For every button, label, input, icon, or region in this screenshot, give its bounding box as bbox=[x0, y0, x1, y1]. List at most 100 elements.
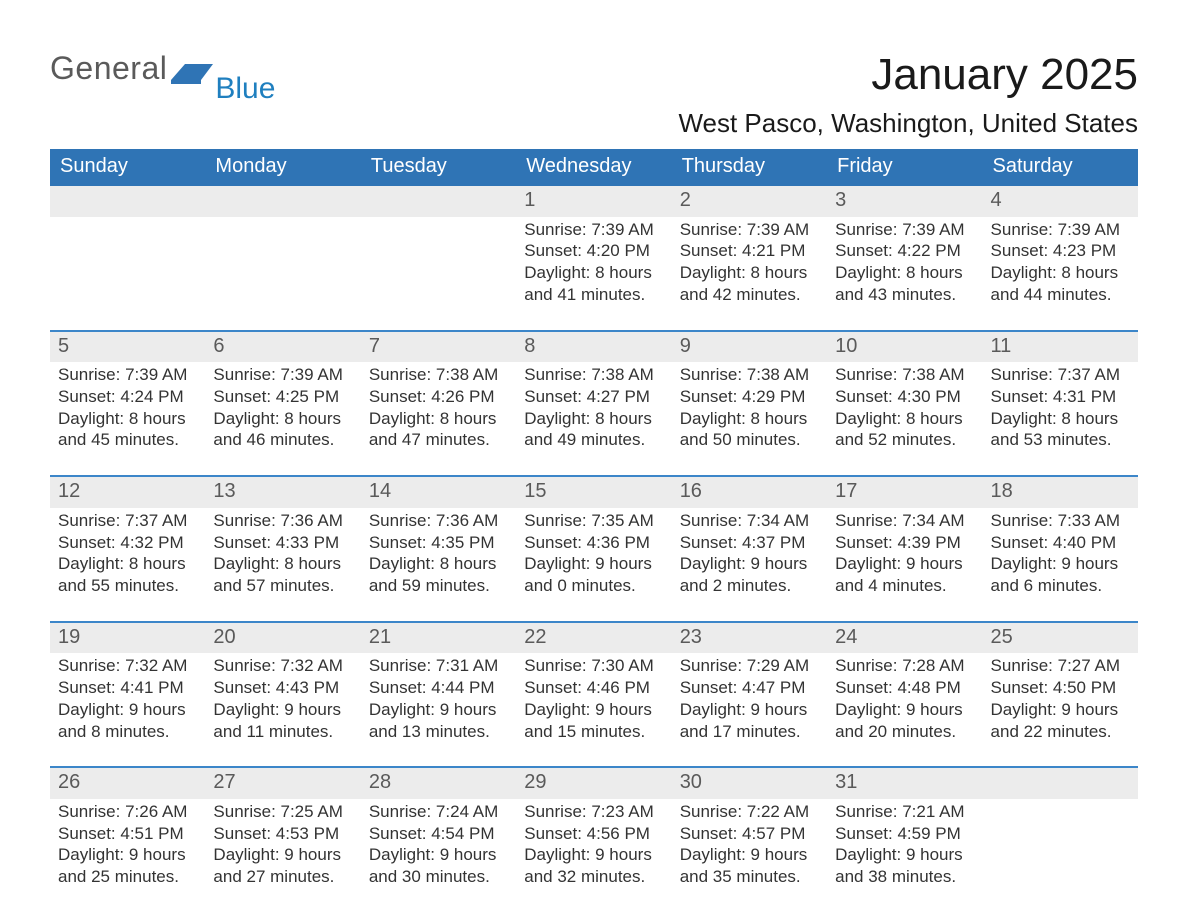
day-number: 2 bbox=[672, 186, 827, 217]
calendar-day-cell: 12Sunrise: 7:37 AMSunset: 4:32 PMDayligh… bbox=[50, 476, 205, 622]
sunset-line: Sunset: 4:48 PM bbox=[835, 677, 974, 699]
sunset-line: Sunset: 4:23 PM bbox=[991, 240, 1130, 262]
sunset-line: Sunset: 4:35 PM bbox=[369, 532, 508, 554]
calendar-day-cell: 2Sunrise: 7:39 AMSunset: 4:21 PMDaylight… bbox=[672, 186, 827, 331]
day-body: Sunrise: 7:33 AMSunset: 4:40 PMDaylight:… bbox=[983, 508, 1138, 621]
daylight-line: Daylight: 9 hours and 0 minutes. bbox=[524, 553, 663, 597]
daylight-line: Daylight: 9 hours and 11 minutes. bbox=[213, 699, 352, 743]
day-number: 8 bbox=[516, 332, 671, 363]
brand-word2: Blue bbox=[215, 72, 275, 106]
calendar-day-cell: 11Sunrise: 7:37 AMSunset: 4:31 PMDayligh… bbox=[983, 331, 1138, 477]
weekday-header: Saturday bbox=[983, 149, 1138, 186]
day-number: 3 bbox=[827, 186, 982, 217]
sunset-line: Sunset: 4:25 PM bbox=[213, 386, 352, 408]
location-subtitle: West Pasco, Washington, United States bbox=[678, 108, 1138, 139]
calendar-day-cell: 3Sunrise: 7:39 AMSunset: 4:22 PMDaylight… bbox=[827, 186, 982, 331]
daylight-line: Daylight: 9 hours and 6 minutes. bbox=[991, 553, 1130, 597]
day-number: 10 bbox=[827, 332, 982, 363]
day-body: Sunrise: 7:36 AMSunset: 4:35 PMDaylight:… bbox=[361, 508, 516, 621]
day-number: 1 bbox=[516, 186, 671, 217]
day-number: 14 bbox=[361, 477, 516, 508]
sunset-line: Sunset: 4:44 PM bbox=[369, 677, 508, 699]
sunset-line: Sunset: 4:32 PM bbox=[58, 532, 197, 554]
calendar-day-cell: 30Sunrise: 7:22 AMSunset: 4:57 PMDayligh… bbox=[672, 767, 827, 912]
sunrise-line: Sunrise: 7:34 AM bbox=[680, 510, 819, 532]
day-body: Sunrise: 7:31 AMSunset: 4:44 PMDaylight:… bbox=[361, 653, 516, 766]
brand-word1: General bbox=[50, 50, 167, 87]
day-number: 19 bbox=[50, 623, 205, 654]
sunset-line: Sunset: 4:26 PM bbox=[369, 386, 508, 408]
sunset-line: Sunset: 4:27 PM bbox=[524, 386, 663, 408]
sunset-line: Sunset: 4:31 PM bbox=[991, 386, 1130, 408]
sunset-line: Sunset: 4:57 PM bbox=[680, 823, 819, 845]
sunrise-line: Sunrise: 7:30 AM bbox=[524, 655, 663, 677]
daylight-line: Daylight: 8 hours and 50 minutes. bbox=[680, 408, 819, 452]
day-body: Sunrise: 7:34 AMSunset: 4:39 PMDaylight:… bbox=[827, 508, 982, 621]
day-body: Sunrise: 7:23 AMSunset: 4:56 PMDaylight:… bbox=[516, 799, 671, 912]
day-body: Sunrise: 7:22 AMSunset: 4:57 PMDaylight:… bbox=[672, 799, 827, 912]
calendar-day-cell: 9Sunrise: 7:38 AMSunset: 4:29 PMDaylight… bbox=[672, 331, 827, 477]
calendar-day-cell: 15Sunrise: 7:35 AMSunset: 4:36 PMDayligh… bbox=[516, 476, 671, 622]
sunset-line: Sunset: 4:33 PM bbox=[213, 532, 352, 554]
month-title: January 2025 bbox=[678, 50, 1138, 100]
sunset-line: Sunset: 4:37 PM bbox=[680, 532, 819, 554]
calendar-day-cell: 26Sunrise: 7:26 AMSunset: 4:51 PMDayligh… bbox=[50, 767, 205, 912]
calendar-day-cell: 24Sunrise: 7:28 AMSunset: 4:48 PMDayligh… bbox=[827, 622, 982, 768]
day-number: 26 bbox=[50, 768, 205, 799]
sunset-line: Sunset: 4:54 PM bbox=[369, 823, 508, 845]
sunrise-line: Sunrise: 7:36 AM bbox=[369, 510, 508, 532]
day-number bbox=[205, 186, 360, 217]
daylight-line: Daylight: 8 hours and 52 minutes. bbox=[835, 408, 974, 452]
calendar-day-cell: 20Sunrise: 7:32 AMSunset: 4:43 PMDayligh… bbox=[205, 622, 360, 768]
day-body: Sunrise: 7:25 AMSunset: 4:53 PMDaylight:… bbox=[205, 799, 360, 912]
day-body: Sunrise: 7:38 AMSunset: 4:30 PMDaylight:… bbox=[827, 362, 982, 475]
day-body: Sunrise: 7:32 AMSunset: 4:43 PMDaylight:… bbox=[205, 653, 360, 766]
calendar-day-cell: 16Sunrise: 7:34 AMSunset: 4:37 PMDayligh… bbox=[672, 476, 827, 622]
day-body: Sunrise: 7:37 AMSunset: 4:32 PMDaylight:… bbox=[50, 508, 205, 621]
day-number: 24 bbox=[827, 623, 982, 654]
daylight-line: Daylight: 9 hours and 20 minutes. bbox=[835, 699, 974, 743]
sunset-line: Sunset: 4:43 PM bbox=[213, 677, 352, 699]
day-number bbox=[983, 768, 1138, 799]
daylight-line: Daylight: 8 hours and 45 minutes. bbox=[58, 408, 197, 452]
calendar-day-cell: 10Sunrise: 7:38 AMSunset: 4:30 PMDayligh… bbox=[827, 331, 982, 477]
weekday-header: Wednesday bbox=[516, 149, 671, 186]
weekday-header: Friday bbox=[827, 149, 982, 186]
sunrise-line: Sunrise: 7:23 AM bbox=[524, 801, 663, 823]
sunrise-line: Sunrise: 7:39 AM bbox=[680, 219, 819, 241]
daylight-line: Daylight: 8 hours and 53 minutes. bbox=[991, 408, 1130, 452]
calendar-day-cell: 14Sunrise: 7:36 AMSunset: 4:35 PMDayligh… bbox=[361, 476, 516, 622]
day-body: Sunrise: 7:37 AMSunset: 4:31 PMDaylight:… bbox=[983, 362, 1138, 475]
calendar-day-cell: 28Sunrise: 7:24 AMSunset: 4:54 PMDayligh… bbox=[361, 767, 516, 912]
sunset-line: Sunset: 4:47 PM bbox=[680, 677, 819, 699]
calendar-day-cell: 19Sunrise: 7:32 AMSunset: 4:41 PMDayligh… bbox=[50, 622, 205, 768]
calendar-day-cell: 6Sunrise: 7:39 AMSunset: 4:25 PMDaylight… bbox=[205, 331, 360, 477]
calendar-day-cell bbox=[205, 186, 360, 331]
calendar-day-cell: 4Sunrise: 7:39 AMSunset: 4:23 PMDaylight… bbox=[983, 186, 1138, 331]
sunrise-line: Sunrise: 7:38 AM bbox=[835, 364, 974, 386]
daylight-line: Daylight: 9 hours and 4 minutes. bbox=[835, 553, 974, 597]
daylight-line: Daylight: 9 hours and 32 minutes. bbox=[524, 844, 663, 888]
calendar-week-row: 5Sunrise: 7:39 AMSunset: 4:24 PMDaylight… bbox=[50, 331, 1138, 477]
day-body: Sunrise: 7:21 AMSunset: 4:59 PMDaylight:… bbox=[827, 799, 982, 912]
day-number: 22 bbox=[516, 623, 671, 654]
sunset-line: Sunset: 4:41 PM bbox=[58, 677, 197, 699]
sunset-line: Sunset: 4:59 PM bbox=[835, 823, 974, 845]
day-number: 4 bbox=[983, 186, 1138, 217]
day-body: Sunrise: 7:35 AMSunset: 4:36 PMDaylight:… bbox=[516, 508, 671, 621]
sunrise-line: Sunrise: 7:21 AM bbox=[835, 801, 974, 823]
day-number: 17 bbox=[827, 477, 982, 508]
sunrise-line: Sunrise: 7:25 AM bbox=[213, 801, 352, 823]
calendar-week-row: 1Sunrise: 7:39 AMSunset: 4:20 PMDaylight… bbox=[50, 186, 1138, 331]
sunset-line: Sunset: 4:36 PM bbox=[524, 532, 663, 554]
calendar-day-cell: 7Sunrise: 7:38 AMSunset: 4:26 PMDaylight… bbox=[361, 331, 516, 477]
sunset-line: Sunset: 4:20 PM bbox=[524, 240, 663, 262]
daylight-line: Daylight: 9 hours and 38 minutes. bbox=[835, 844, 974, 888]
daylight-line: Daylight: 9 hours and 8 minutes. bbox=[58, 699, 197, 743]
sunrise-line: Sunrise: 7:24 AM bbox=[369, 801, 508, 823]
flag-icon bbox=[171, 58, 213, 91]
sunrise-line: Sunrise: 7:39 AM bbox=[524, 219, 663, 241]
daylight-line: Daylight: 8 hours and 44 minutes. bbox=[991, 262, 1130, 306]
day-body: Sunrise: 7:34 AMSunset: 4:37 PMDaylight:… bbox=[672, 508, 827, 621]
sunset-line: Sunset: 4:30 PM bbox=[835, 386, 974, 408]
